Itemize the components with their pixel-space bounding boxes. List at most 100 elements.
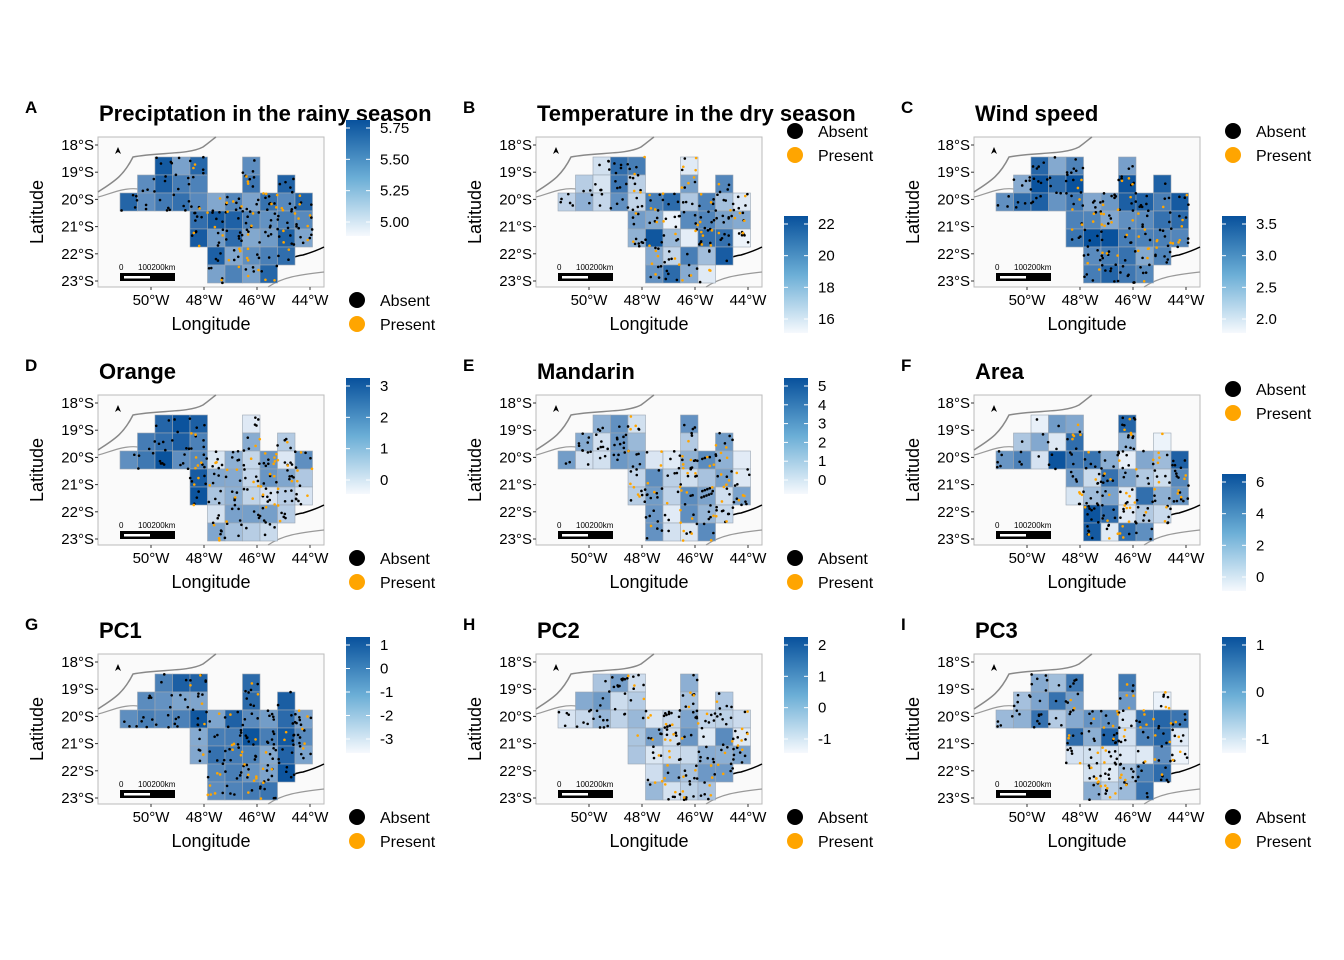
scalebar-segment — [562, 793, 588, 796]
absent-point — [1183, 752, 1187, 756]
absent-point — [252, 743, 255, 746]
absent-point — [623, 692, 627, 695]
grid-cell — [259, 228, 278, 248]
absent-point — [695, 678, 699, 682]
absent-point — [1106, 479, 1109, 483]
present-point — [1158, 456, 1161, 459]
absent-point — [1128, 227, 1131, 230]
present-point — [1142, 709, 1146, 712]
absent-point — [217, 501, 221, 505]
absent-point — [254, 416, 257, 419]
absent-point — [626, 206, 630, 209]
absent-point — [712, 760, 716, 764]
absent-point — [267, 462, 270, 466]
grid-cell — [154, 709, 173, 729]
present-point — [668, 755, 671, 759]
absent-point — [1124, 471, 1127, 475]
absent-point — [637, 244, 641, 248]
y-tick-label: 18°S — [61, 395, 94, 412]
absent-point — [276, 703, 280, 707]
present-point — [251, 212, 255, 215]
absent-point — [670, 257, 673, 261]
absent-point — [1074, 478, 1078, 481]
absent-point — [1072, 462, 1075, 466]
absent-point — [1086, 245, 1090, 248]
boundary-line — [267, 529, 325, 546]
absent-point — [219, 532, 222, 536]
absent-point — [194, 230, 198, 233]
present-point — [231, 748, 234, 751]
absent-point — [684, 705, 688, 708]
present-point — [301, 747, 305, 750]
present-point — [700, 243, 704, 246]
grid-cell — [207, 246, 226, 266]
absent-point — [1146, 507, 1150, 510]
absent-point — [619, 166, 623, 170]
absent-point — [666, 474, 670, 477]
absent-point — [247, 767, 250, 771]
absent-point — [1064, 761, 1068, 765]
panel-title: Orange — [99, 359, 176, 384]
absent-point — [718, 459, 721, 462]
x-tick-label: 50°W — [133, 809, 171, 826]
absent-point — [1178, 723, 1182, 726]
absent-point — [267, 256, 271, 259]
absent-point — [1096, 490, 1099, 494]
absent-point — [1046, 440, 1050, 444]
absent-point — [1119, 490, 1122, 494]
present-point — [261, 767, 265, 771]
absent-point — [727, 217, 730, 220]
present-point — [261, 493, 265, 496]
present-point — [678, 485, 682, 489]
y-tick-label: 19°S — [499, 681, 532, 698]
present-point — [273, 459, 277, 463]
present-point — [1108, 795, 1112, 799]
y-tick-label: 18°S — [61, 137, 94, 154]
absent-point — [216, 231, 220, 235]
present-point — [1083, 505, 1087, 509]
absent-point — [622, 441, 626, 444]
absent-point — [737, 206, 741, 210]
present-point — [627, 449, 630, 453]
grid-cell — [242, 486, 261, 506]
absent-point — [1163, 255, 1166, 258]
legend-absent-label: Absent — [818, 551, 868, 568]
absent-point — [303, 729, 306, 732]
absent-point — [171, 439, 174, 442]
absent-point — [179, 463, 182, 467]
grid-cell — [172, 673, 191, 693]
absent-point — [1126, 500, 1129, 504]
absent-point — [735, 746, 739, 749]
absent-point — [217, 474, 220, 477]
absent-point — [677, 466, 681, 470]
scalebar-segment — [562, 276, 588, 279]
present-point — [727, 479, 731, 482]
present-point — [1120, 773, 1123, 777]
present-point — [201, 753, 205, 756]
absent-point — [1165, 741, 1168, 745]
absent-point — [660, 487, 664, 490]
legend-absent-label: Absent — [818, 810, 868, 827]
absent-point — [635, 453, 638, 456]
absent-point — [681, 458, 684, 462]
present-point — [1100, 223, 1104, 226]
panel-letter: I — [901, 615, 906, 634]
boundary-line — [267, 271, 325, 288]
absent-point — [658, 193, 662, 196]
absent-point — [589, 450, 592, 454]
absent-point — [299, 235, 302, 239]
absent-point — [646, 778, 650, 782]
present-point — [213, 792, 217, 795]
absent-point — [238, 774, 242, 777]
absent-point — [1100, 254, 1104, 258]
absent-point — [1065, 171, 1069, 174]
present-point — [1144, 511, 1148, 514]
absent-point — [262, 461, 266, 465]
absent-point — [286, 221, 289, 225]
present-point — [712, 514, 715, 518]
present-point — [1101, 746, 1104, 749]
grid-cell — [680, 486, 699, 506]
present-point — [200, 461, 203, 464]
absent-point — [716, 474, 719, 478]
absent-point — [1142, 519, 1145, 522]
